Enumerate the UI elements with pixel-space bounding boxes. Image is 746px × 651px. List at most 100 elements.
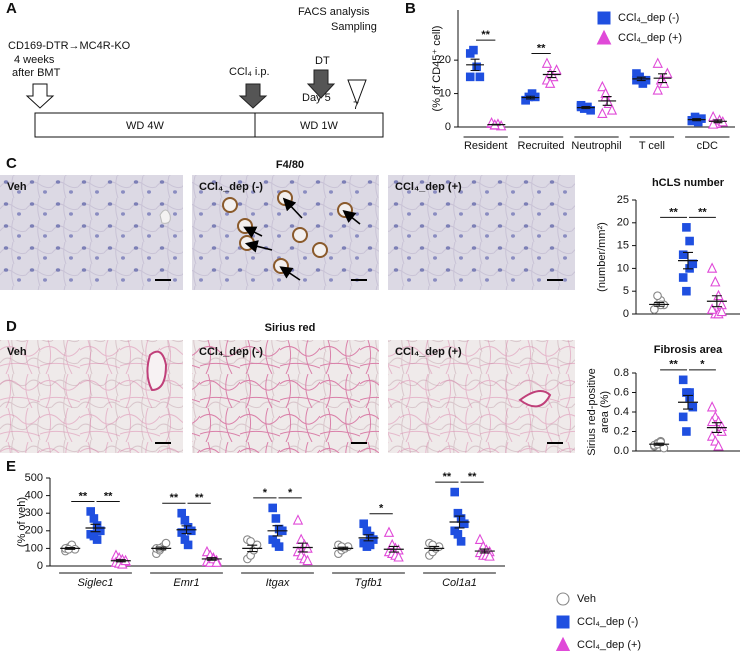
data-point (678, 412, 688, 422)
schematic-text: CD169-DTR→MC4R-KO (8, 40, 131, 52)
legend-marker (596, 29, 612, 45)
data-point (652, 57, 663, 68)
x-tick-label: Itgax (266, 577, 290, 589)
panel-label: B (405, 0, 416, 17)
micrograph-label: CCl₄_dep (+) (395, 346, 462, 358)
significance-label: * (288, 487, 293, 499)
data-point (365, 540, 375, 550)
data-point (472, 62, 481, 72)
data-point (521, 95, 530, 105)
y-tick-label: 300 (25, 507, 43, 519)
data-point (678, 250, 688, 260)
y-axis-label: (% of CD45⁺ cell) (431, 26, 443, 112)
error-bar (602, 96, 612, 106)
data-point (187, 526, 196, 536)
arrow (238, 83, 268, 109)
data-point (456, 537, 466, 546)
y-tick-label: 15 (617, 240, 629, 252)
data-point (706, 303, 718, 314)
data-point (161, 538, 171, 548)
significance-label: * (700, 359, 705, 371)
data-point (211, 556, 222, 567)
chart-title: Fibrosis area (654, 344, 723, 356)
data-point (707, 118, 719, 129)
error-bar (711, 422, 722, 434)
data-point (89, 514, 99, 523)
error-bar (658, 73, 668, 84)
data-point (688, 402, 698, 412)
y-tick-label: 0.8 (614, 367, 629, 379)
data-point (685, 236, 694, 246)
y-tick-label: 0.2 (614, 425, 629, 437)
y-axis-label: (% of veh) (16, 497, 28, 547)
error-bar (338, 546, 349, 551)
micrograph (0, 175, 183, 290)
data-point (716, 305, 727, 317)
error-bar (581, 106, 591, 110)
data-point (86, 507, 96, 516)
schematic-text: 7 (353, 100, 359, 112)
error-bar (711, 295, 722, 308)
x-tick-label: cDC (697, 140, 718, 152)
panel-label: A (6, 0, 17, 17)
micrograph-label: Veh (7, 181, 27, 193)
error-bar (470, 58, 480, 72)
y-tick-label: 200 (25, 525, 43, 537)
data-point (183, 540, 193, 550)
y-tick-label: 20 (617, 217, 629, 229)
significance-label: ** (170, 492, 179, 504)
vessel (518, 390, 552, 408)
data-point (597, 80, 608, 92)
data-point (292, 514, 304, 525)
data-point (460, 519, 469, 529)
arrows-overlay (243, 197, 361, 281)
y-axis-label: area (%) (599, 391, 611, 433)
arrow (306, 69, 336, 99)
data-point (682, 286, 691, 296)
x-tick-label: Emr1 (173, 577, 199, 589)
y-tick-label: 20 (439, 54, 451, 66)
data-point (474, 533, 486, 544)
significance-label: ** (669, 206, 678, 218)
triangle (347, 79, 367, 106)
x-tick-label: Tgfb1 (354, 577, 382, 589)
data-point (177, 508, 186, 518)
error-bar (479, 548, 490, 554)
data-point (530, 92, 540, 102)
panel-label: E (6, 458, 16, 475)
data-point (632, 69, 641, 78)
arrow (25, 83, 55, 109)
data-point (652, 84, 663, 95)
error-bar (206, 557, 217, 561)
y-tick-label: 0 (37, 560, 43, 572)
error-bar (65, 546, 76, 550)
data-point (453, 530, 463, 539)
pointer-arrow (342, 210, 361, 225)
significance-label: ** (698, 206, 707, 218)
data-point (706, 401, 718, 412)
y-tick-label: 0.6 (614, 386, 629, 398)
schematic-text: FACS analysis (298, 6, 370, 18)
crown-like-structure (237, 218, 253, 234)
crown-like-structure (292, 227, 308, 243)
data-point (96, 526, 105, 536)
data-point (678, 273, 688, 282)
y-tick-label: 500 (25, 472, 43, 484)
error-bar (115, 559, 126, 563)
error-bar (654, 442, 665, 446)
micrograph-label: Veh (7, 346, 27, 358)
error-bar (297, 542, 308, 553)
chart-title: hCLS number (652, 177, 725, 189)
timeline-label: WD 4W (126, 120, 165, 132)
x-tick-label: Resident (464, 140, 507, 152)
data-point (600, 87, 611, 98)
schematic-text: 4 weeks (14, 54, 55, 66)
error-bar (272, 525, 283, 537)
data-point (450, 487, 459, 497)
error-bar (156, 546, 167, 551)
significance-label: * (379, 503, 384, 515)
significance-label: ** (468, 471, 477, 483)
data-point (359, 519, 368, 529)
data-point (469, 45, 478, 55)
error-bar (713, 119, 723, 124)
